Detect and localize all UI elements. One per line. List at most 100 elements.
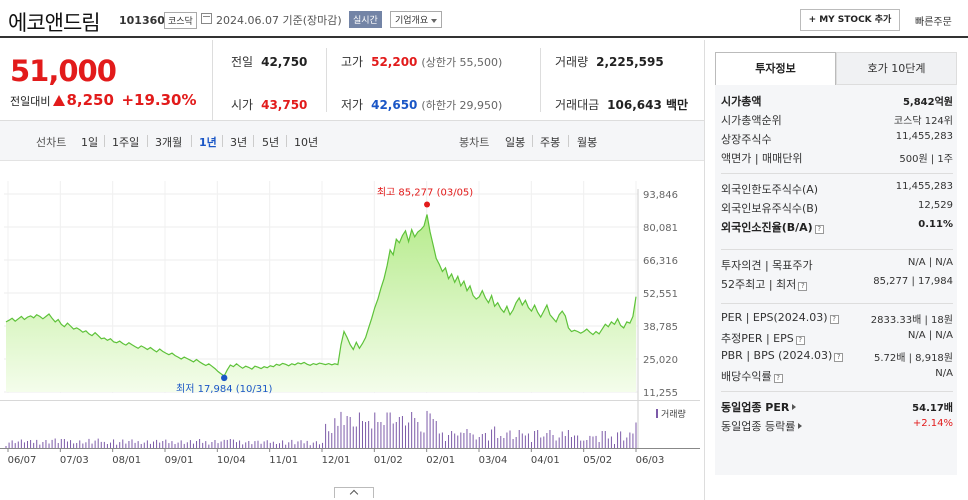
tab-period-1d[interactable]: 1일 [81, 136, 99, 149]
info-key: 추정PER | EPS [721, 332, 794, 345]
help-icon[interactable]: ? [795, 336, 805, 345]
info-row[interactable]: PER | EPS(2024.03)? 2833.33배 | 18원 [721, 311, 953, 326]
help-icon[interactable]: ? [834, 353, 844, 362]
volume-bar [5, 446, 7, 448]
volume-bar [438, 433, 440, 448]
volume-bar [223, 439, 225, 448]
volume-bar [260, 443, 262, 448]
volume-bar [380, 422, 382, 448]
price-chart[interactable]: 93,846 80,081 66,316 52,551 38,785 25,020 11,2… [0, 161, 704, 500]
volume-bar [586, 440, 588, 448]
volume-bar [315, 441, 317, 448]
info-row[interactable]: 배당수익률? N/A [721, 368, 953, 384]
tab-candle-weekly[interactable]: 주봉 [540, 136, 561, 149]
info-row[interactable]: 추정PER | EPS? N/A | N/A [721, 330, 953, 346]
help-icon[interactable]: ? [773, 374, 783, 383]
volume-bar [604, 431, 606, 448]
change-amount: 8,250 [66, 91, 114, 109]
volume-bar [484, 433, 486, 448]
tab-candle-monthly[interactable]: 월봉 [577, 136, 598, 149]
volume-bar [116, 444, 118, 448]
volume-bar [358, 412, 360, 448]
info-row[interactable]: 동일업종 등락률 +2.14% [721, 418, 953, 434]
fast-order-link[interactable]: 빠른주문 [915, 17, 952, 28]
volume-bar [334, 418, 336, 448]
volume-bar [524, 435, 526, 448]
volume-bar [300, 440, 302, 448]
volume-bar [620, 431, 622, 448]
volume-bar [232, 439, 234, 448]
corp-info-dropdown[interactable]: 기업개요 [390, 11, 443, 28]
volume-bar [601, 431, 603, 448]
volume-bar [343, 425, 345, 448]
volume-bar [561, 431, 563, 448]
volume-bar [97, 438, 99, 448]
candle-chart-label: 봉차트 [459, 136, 490, 149]
volume-bar [119, 442, 121, 448]
x-tick-label: 10/04 [217, 455, 246, 466]
volume-bar [109, 442, 111, 448]
help-icon[interactable]: ? [829, 315, 839, 324]
info-key: 상장주식수 [721, 133, 772, 146]
stock-name: 에코앤드림 [8, 11, 101, 35]
base-date: 2024.06.07 기준(장마감) [216, 14, 342, 27]
y-tick-label: 38,785 [643, 322, 678, 333]
tab-hoga-10[interactable]: 호가 10단계 [836, 52, 957, 85]
volume-bar [555, 440, 557, 448]
volume-bar [76, 443, 78, 448]
quote-label: 저가 [341, 98, 364, 112]
volume-bar [79, 440, 81, 448]
volume-bar [217, 443, 219, 448]
volume-bar [377, 422, 379, 448]
tab-period-1w[interactable]: 1주일 [112, 136, 140, 149]
realtime-button[interactable]: 실시간 [349, 11, 382, 28]
volume-bar [269, 442, 271, 448]
volume-bar [632, 433, 634, 448]
volume-bar [457, 435, 459, 448]
tab-period-3m[interactable]: 3개월 [155, 136, 183, 149]
tab-invest-info[interactable]: 투자정보 [715, 52, 836, 85]
y-tick-label: 80,081 [643, 223, 678, 234]
volume-bar [472, 434, 474, 448]
tab-period-10y[interactable]: 10년 [294, 136, 319, 149]
volume-bar [405, 425, 407, 448]
tab-period-3y[interactable]: 3년 [230, 136, 248, 149]
add-mystock-button[interactable]: + MY STOCK 추가 [800, 9, 900, 31]
tab-period-5y[interactable]: 5년 [262, 136, 280, 149]
tab-separator [532, 135, 533, 147]
volume-bar [312, 442, 314, 448]
tab-period-1y[interactable]: 1년 [199, 136, 217, 149]
info-row[interactable]: 외국인소진율(B/A)? 0.11% [721, 219, 953, 235]
volume-bar [635, 422, 637, 448]
volume-bar [254, 441, 256, 448]
up-triangle-icon [53, 95, 66, 106]
divider [540, 48, 541, 112]
quote-high: 고가 52,200 (상한가 55,500) [341, 53, 502, 70]
x-tick-label: 06/07 [8, 455, 37, 466]
help-icon[interactable]: ? [798, 282, 808, 291]
volume-bar [564, 436, 566, 448]
info-row[interactable]: 동일업종 PER 54.17배 [721, 399, 953, 415]
volume-bar [285, 444, 287, 448]
volume-bar [33, 442, 35, 448]
tab-candle-daily[interactable]: 일봉 [505, 136, 526, 149]
x-tick-label: 11/01 [269, 455, 298, 466]
volume-bar [515, 437, 517, 448]
volume-label: 거래량 [661, 408, 686, 420]
chevron-right-icon [792, 404, 797, 410]
volume-bar [365, 422, 367, 448]
help-icon[interactable]: ? [814, 225, 824, 234]
volume-bar [279, 443, 281, 448]
volume-bar [45, 440, 47, 448]
volume-bar [48, 443, 50, 448]
info-row: 외국인한도주식수(A) 11,455,283 [721, 181, 953, 197]
volume-bar [291, 439, 293, 448]
info-row[interactable]: 52주최고 | 최저? 85,277 | 17,984 [721, 276, 953, 292]
market-badge: 코스닥 [164, 12, 197, 29]
chart-collapse-handle[interactable] [334, 487, 374, 498]
info-row[interactable]: PBR | BPS (2024.03)? 5.72배 | 8,918원 [721, 349, 953, 364]
volume-bar [426, 410, 428, 448]
y-tick-label: 25,020 [643, 355, 678, 366]
info-separator [721, 391, 953, 392]
volume-bar [140, 444, 142, 448]
